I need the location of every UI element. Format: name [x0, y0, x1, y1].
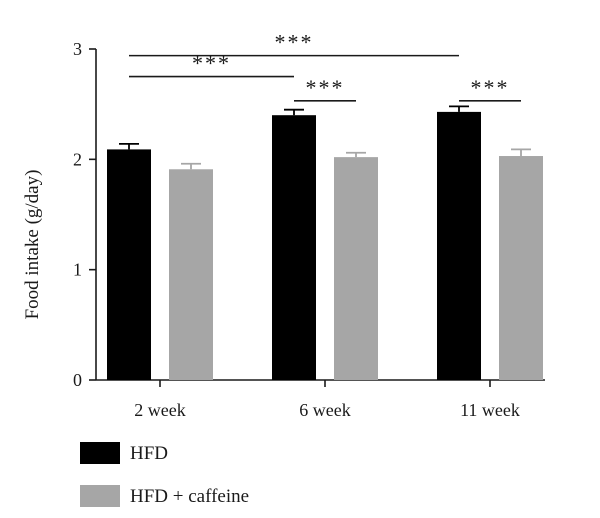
significance-label: ***: [192, 51, 231, 76]
significance-label: ***: [471, 75, 510, 100]
legend-swatch: [80, 485, 120, 507]
legend-swatch: [80, 442, 120, 464]
significance-brackets: *** *** *** ***: [129, 30, 521, 102]
legend: HFD HFD + caffeine: [80, 442, 249, 507]
significance-label: ***: [306, 75, 345, 100]
x-category-label: 11 week: [460, 400, 520, 420]
bar: [334, 157, 378, 380]
significance-label: ***: [275, 30, 314, 55]
axes: 0 1 2 3 Food intake (g/day) 2 week 6 week 11 we…: [22, 39, 545, 420]
bar: [499, 156, 543, 380]
x-category-label: 2 week: [134, 400, 185, 420]
legend-label: HFD + caffeine: [130, 486, 249, 507]
y-tick-label: 1: [73, 260, 82, 280]
bar: [169, 169, 213, 380]
y-axis-title: Food intake (g/day): [22, 170, 43, 320]
y-tick-label: 0: [73, 370, 82, 390]
bar: [437, 111, 481, 380]
bars: [107, 105, 543, 380]
bar: [272, 115, 316, 380]
x-category-label: 6 week: [299, 400, 350, 420]
y-tick-label: 3: [73, 39, 82, 59]
legend-label: HFD: [130, 443, 168, 464]
bar: [107, 149, 151, 380]
y-tick-label: 2: [73, 149, 82, 169]
